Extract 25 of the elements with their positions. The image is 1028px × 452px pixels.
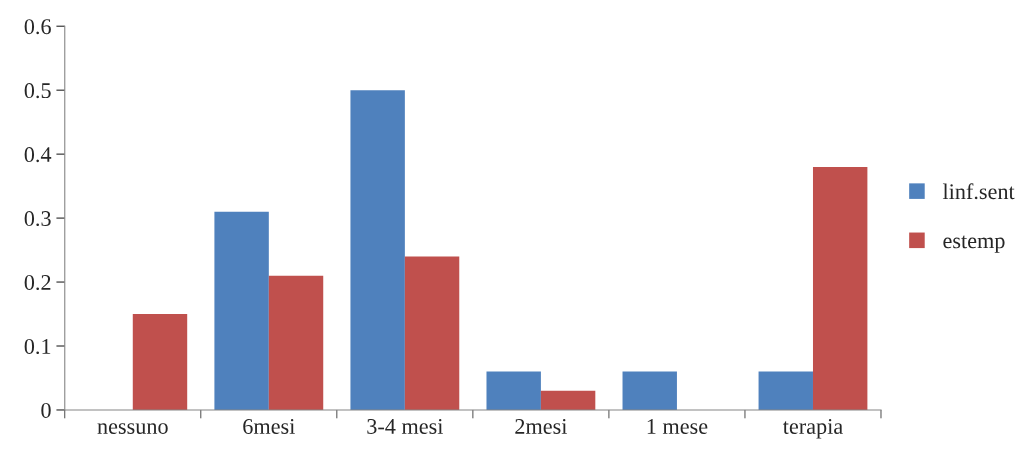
bar: [214, 211, 269, 410]
bar: [622, 371, 677, 410]
legend-label: estemp: [943, 235, 1005, 253]
x-tick-label: 2mesi: [515, 419, 568, 434]
bar: [404, 256, 460, 410]
x-tick-label: terapia: [782, 419, 843, 439]
bar: [758, 371, 813, 410]
bar: [540, 390, 596, 410]
bar: [812, 166, 868, 410]
bar: [268, 275, 324, 410]
x-tick-label: 6mesi: [243, 419, 295, 434]
y-tick-label: 0: [41, 402, 51, 418]
y-tick-label: 0.3: [24, 211, 51, 227]
bar: [132, 314, 188, 410]
bar: [486, 371, 541, 410]
bar: [350, 90, 405, 410]
y-tick-label: 0.2: [24, 274, 51, 291]
x-tick-label: 3-4 mesi: [367, 419, 444, 434]
x-tick-label: 1 mese: [647, 419, 708, 434]
x-tick-label: nessuno: [97, 423, 168, 434]
legend-label: linf.sent: [942, 183, 1015, 200]
y-tick-label: 0.4: [24, 147, 52, 163]
y-tick-label: 0.6: [24, 19, 51, 35]
y-tick-label: 0.5: [24, 83, 51, 99]
y-tick-label: 0.1: [24, 338, 51, 355]
